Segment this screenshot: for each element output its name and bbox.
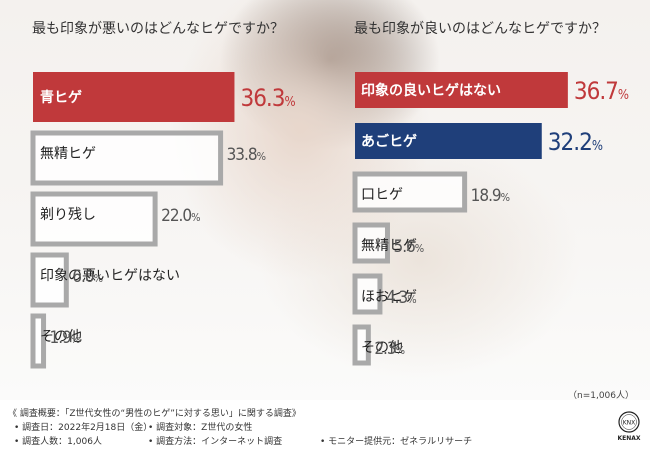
left-chart-title: 最も印象が悪いのはどんなヒゲですか？ (32, 21, 284, 37)
value-label-1-5: 2.3% (374, 339, 405, 359)
bar-0-3 (30, 252, 69, 308)
value-unit-0-3: % (94, 272, 103, 285)
kenax-logo: KNX KENAX (617, 411, 641, 442)
bar-label-1-1: あごヒゲ (361, 133, 417, 150)
bar-1-5 (352, 324, 371, 366)
logo-brand: KENAX (617, 435, 640, 442)
bar-1-3 (352, 222, 390, 264)
bar-label-1-2: 口ヒゲ (361, 187, 403, 203)
value-number-0-0: 36.3 (240, 84, 284, 112)
value-number-1-0: 36.7 (574, 77, 618, 105)
value-number-1-2: 18.9 (471, 186, 501, 206)
value-number-0-3: 6.0 (72, 267, 94, 287)
value-unit-0-2: % (191, 211, 200, 224)
value-unit-1-3: % (415, 242, 424, 255)
sample-size-note: （n=1,006人） (567, 391, 634, 401)
bar-label-1-5: その他 (361, 340, 403, 356)
value-label-0-2: 22.0% (161, 206, 200, 226)
value-number-1-5: 2.3 (374, 339, 396, 359)
value-number-0-2: 22.0 (161, 206, 191, 226)
value-label-1-3: 5.6% (393, 237, 424, 257)
value-label-0-3: 6.0% (72, 267, 103, 287)
bar-label-1-3: 無精ヒゲ (361, 238, 417, 254)
bar-0-4 (30, 313, 47, 369)
bar-label-0-4: その他 (40, 329, 82, 345)
value-number-0-1: 33.8 (227, 145, 257, 165)
bar-1-1 (355, 123, 542, 159)
value-unit-1-0: % (618, 88, 629, 103)
bar-label-0-1: 無精ヒゲ (40, 146, 96, 162)
value-unit-1-1: % (592, 139, 603, 154)
value-label-1-4: 4.3% (386, 288, 417, 308)
bar-1-0 (355, 72, 568, 108)
value-unit-1-4: % (407, 293, 416, 306)
bar-0-0 (33, 72, 235, 122)
value-unit-0-1: % (257, 150, 266, 163)
value-unit-1-2: % (501, 191, 510, 204)
value-number-1-1: 32.2 (548, 128, 592, 156)
bar-label-1-4: ほおヒゲ (361, 289, 417, 305)
value-number-1-3: 5.6 (393, 237, 415, 257)
survey-overview: 《 調査概要：「Z世代女性の“男性のヒゲ”に対する思い」に関する調査》 (8, 409, 301, 419)
value-number-1-4: 4.3 (386, 288, 408, 308)
bar-label-1-0: 印象の良いヒゲはない (361, 82, 501, 99)
value-label-1-1: 32.2% (548, 128, 603, 156)
value-label-1-2: 18.9% (471, 186, 510, 206)
survey-target: • 調査対象：Z世代の女性 (148, 423, 253, 433)
bar-0-1 (30, 130, 224, 186)
value-label-0-4: 1.9% (50, 328, 81, 348)
value-unit-0-4: % (71, 333, 80, 346)
value-unit-0-0: % (285, 95, 296, 110)
bar-1-4 (352, 273, 383, 315)
monitor-provider: • モニター提供元：ゼネラルリサーチ (320, 437, 473, 447)
bar-label-0-0: 青ヒゲ (40, 89, 82, 106)
bar-0-2 (30, 191, 158, 247)
bar-1-2 (352, 171, 468, 213)
survey-date: • 調査日：2022年2月18日（金） (14, 423, 153, 433)
bar-label-0-2: 剃り残し (40, 207, 96, 223)
survey-count: • 調査人数：1,006人 (14, 437, 102, 447)
value-number-0-4: 1.9 (50, 328, 72, 348)
bar-label-0-3: 印象の悪いヒゲはない (40, 268, 180, 284)
right-chart-title: 最も印象が良いのはどんなヒゲですか？ (354, 21, 606, 37)
value-unit-1-5: % (396, 344, 405, 357)
logo-emblem: KNX (623, 420, 636, 427)
value-label-1-0: 36.7% (574, 77, 629, 105)
survey-footer: 《 調査概要：「Z世代女性の“男性のヒゲ”に対する思い」に関する調査》 • 調査… (0, 402, 650, 450)
survey-method: • 調査方法：インターネット調査 (148, 437, 283, 447)
value-label-0-1: 33.8% (227, 145, 266, 165)
value-label-0-0: 36.3% (240, 84, 295, 112)
